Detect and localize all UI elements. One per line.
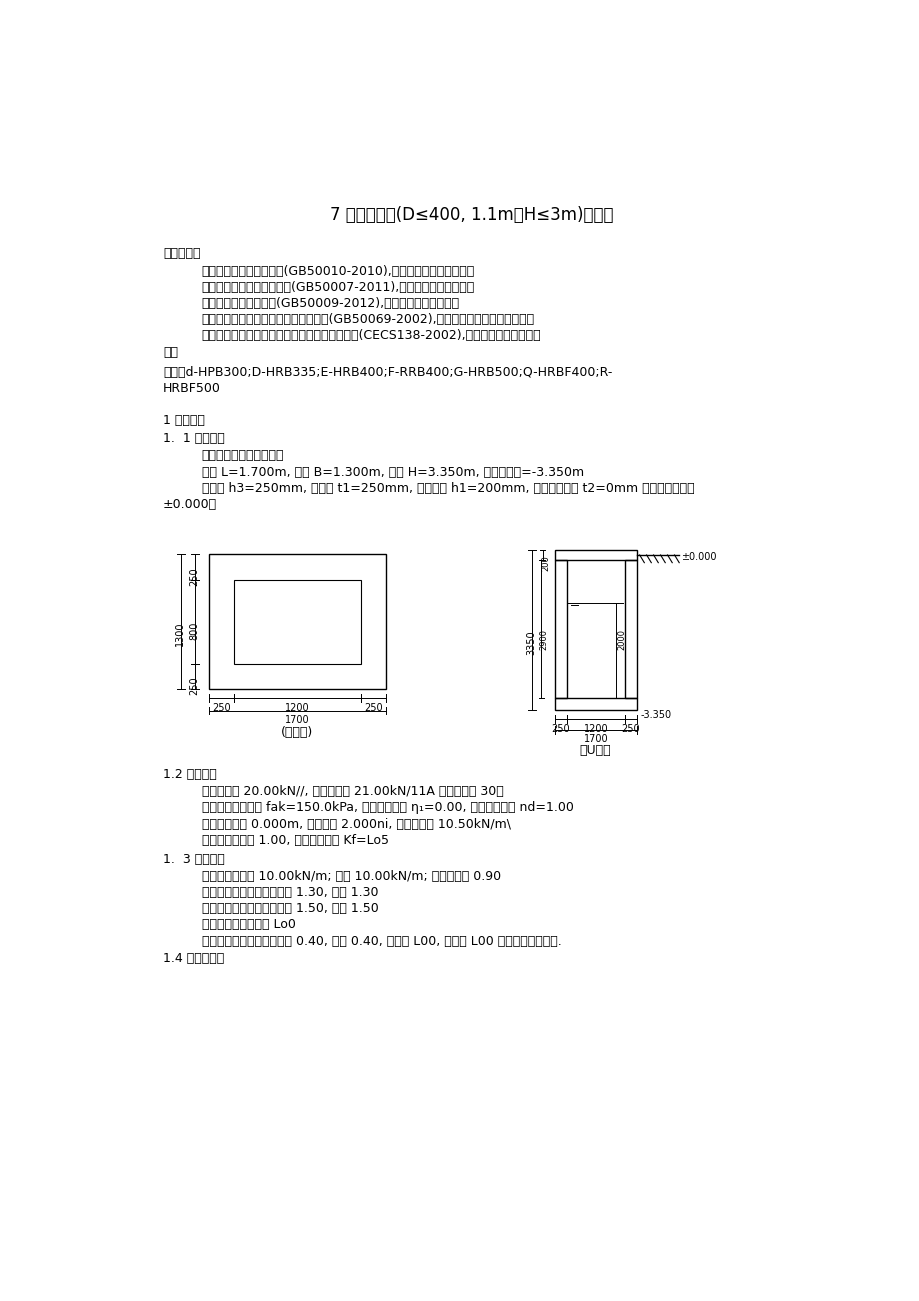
Text: 《建筑结构荷载规范》(GB50009-2012),本文简称《荷载规范》: 《建筑结构荷载规范》(GB50009-2012),本文简称《荷载规范》 [201, 297, 460, 310]
Text: 程》: 程》 [163, 346, 178, 359]
Text: 执行规范：: 执行规范： [163, 247, 200, 260]
Text: 《给水排水工程构筑物结构设计规范》(GB50069-2002),本文简称《给排水结构规范》: 《给水排水工程构筑物结构设计规范》(GB50069-2002),本文简称《给排水… [201, 314, 534, 327]
Text: ±0.000: ±0.000 [681, 552, 716, 562]
Text: HRBF500: HRBF500 [163, 382, 221, 396]
Text: 池底厅 h3=250mm, 池壁厅 t1=250mm, 池顶板厅 h1=200mm, 底板外挑长度 t2=0mm 注：地面标高为: 池底厅 h3=250mm, 池壁厅 t1=250mm, 池顶板厅 h1=200m… [201, 481, 694, 494]
Text: 3350: 3350 [526, 630, 536, 654]
Text: 250: 250 [212, 703, 231, 713]
Text: 250: 250 [189, 677, 199, 695]
Text: 1.4 锴筋碎信息: 1.4 锴筋碎信息 [163, 952, 224, 965]
Text: 锴筋：d-HPB300;D-HRB335;E-HRB400;F-RRB400;G-HRB500;Q-HRBF400;R-: 锴筋：d-HPB300;D-HRB335;E-HRB400;F-RRB400;G… [163, 367, 612, 380]
Bar [209, 554, 386, 690]
Text: 《混凝土结构设计规范》(GB50010-2010),本文简称《混凝土规范》: 《混凝土结构设计规范》(GB50010-2010),本文简称《混凝土规范》 [201, 264, 474, 277]
Bar [554, 550, 636, 559]
Text: 活荷载：池顶板 10.00kN/m; 地面 10.00kN/m; 组合値系数 0.90: 活荷载：池顶板 10.00kN/m; 地面 10.00kN/m; 组合値系数 0… [201, 870, 500, 883]
Text: 1.  3 荷载信息: 1. 3 荷载信息 [163, 853, 224, 866]
Text: 1200: 1200 [583, 723, 607, 734]
Text: 1700: 1700 [285, 716, 310, 725]
Text: 1700: 1700 [583, 734, 607, 744]
Text: ±0.000。: ±0.000。 [163, 498, 217, 511]
Text: 活载调整系数：其它 Lo0: 活载调整系数：其它 Lo0 [201, 919, 295, 932]
Text: 200: 200 [540, 556, 550, 571]
Text: 1 基本资料: 1 基本资料 [163, 414, 205, 427]
Bar [554, 699, 636, 710]
Text: 土天然重度 20.00kN//, 土饱和重度 21.00kN/11A 土内摩擦角 30度: 土天然重度 20.00kN//, 土饱和重度 21.00kN/11A 土内摩擦角… [201, 786, 503, 799]
Text: 1.  1 几何信息: 1. 1 几何信息 [163, 432, 224, 445]
Text: 800: 800 [189, 622, 199, 640]
Bar [234, 580, 360, 664]
Bar [554, 559, 566, 699]
Text: 地下水位标高 0.000m, 池内水深 2.000ni, 池内水重度 10.50kN/m\: 地下水位标高 0.000m, 池内水深 2.000ni, 池内水重度 10.50… [201, 817, 510, 830]
Text: 250: 250 [551, 723, 570, 734]
Text: 浮托力抗减系数 1.00, 抗浮安全系数 Kf=Lo5: 浮托力抗减系数 1.00, 抗浮安全系数 Kf=Lo5 [201, 834, 389, 847]
Text: 250: 250 [620, 723, 640, 734]
Text: 地基承载力特征値 fak=150.0kPa, 宽度修正系数 η₁=0.00, 埋深修正系数 nd=1.00: 地基承载力特征値 fak=150.0kPa, 宽度修正系数 η₁=0.00, 埋… [201, 801, 573, 814]
Text: 《建筑地基基础设计规范》(GB50007-2011),本文简称《地基规范》: 《建筑地基基础设计规范》(GB50007-2011),本文简称《地基规范》 [201, 281, 474, 294]
Bar [624, 559, 636, 699]
Text: -3.350: -3.350 [640, 710, 671, 719]
Text: 2000: 2000 [617, 630, 626, 650]
Text: 活荷载分项系数：地下水压 1.50, 其它 1.50: 活荷载分项系数：地下水压 1.50, 其它 1.50 [201, 903, 378, 915]
Text: 250: 250 [189, 567, 199, 585]
Text: 250: 250 [364, 703, 382, 713]
Text: 恒荷载分项系数：水池自重 1.30, 其它 1.30: 恒荷载分项系数：水池自重 1.30, 其它 1.30 [201, 886, 378, 899]
Text: 1.2 土水信息: 1.2 土水信息 [163, 769, 217, 782]
Text: 活荷载准永久値系数：顶板 0.40, 地面 0.40, 地下水 L00, 温湿度 L00 不考虑温湿度作用.: 活荷载准永久値系数：顶板 0.40, 地面 0.40, 地下水 L00, 温湿度… [201, 934, 561, 947]
Text: 剖U面图: 剖U面图 [579, 744, 610, 757]
Text: 7 污水检查井(D≤400, 1.1m＜H≤3m)计算书: 7 污水检查井(D≤400, 1.1m＜H≤3m)计算书 [329, 206, 613, 224]
Text: 《给水排水工程锤筋混凝土水池结构设计规程》(CECS138-2002),本文简称《水池结构规: 《给水排水工程锤筋混凝土水池结构设计规程》(CECS138-2002),本文简称… [201, 329, 541, 342]
Text: 长度 L=1.700m, 宽度 B=1.300m, 高度 H=3.350m, 底板底标高=-3.350m: 长度 L=1.700m, 宽度 B=1.300m, 高度 H=3.350m, 底… [201, 466, 584, 479]
Text: 水池类型：有顶盖半地上: 水池类型：有顶盖半地上 [201, 449, 284, 462]
Text: 2900: 2900 [539, 628, 548, 650]
Text: 1300: 1300 [176, 622, 186, 647]
Text: (平面图): (平面图) [280, 726, 312, 739]
Text: 1200: 1200 [285, 703, 310, 713]
